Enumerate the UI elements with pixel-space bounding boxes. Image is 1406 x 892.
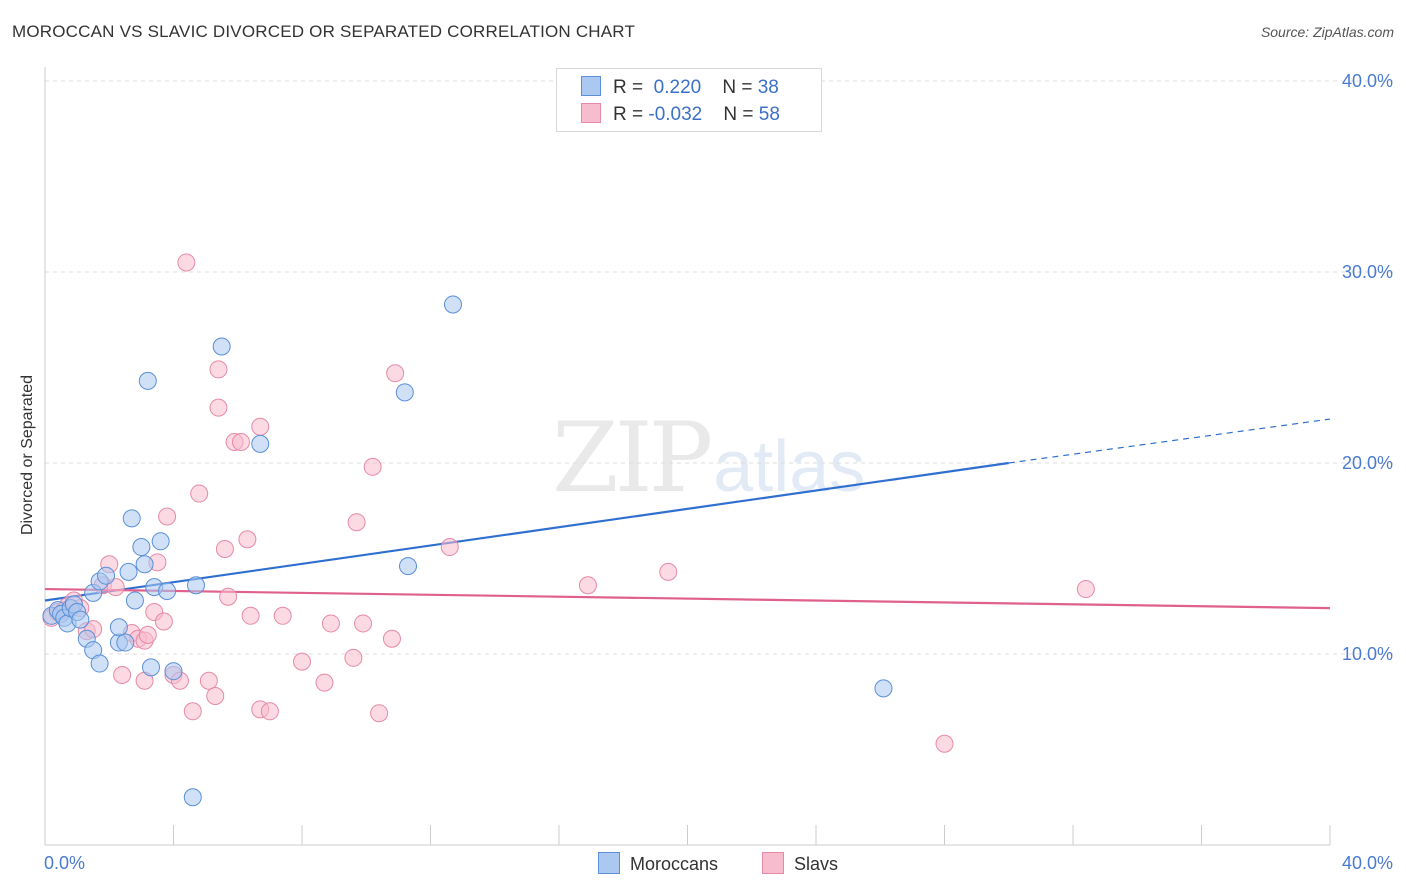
bottom-legend-moroccans: Moroccans bbox=[598, 852, 718, 875]
moroccan-point bbox=[186, 576, 205, 595]
slavs-legend-label: Slavs bbox=[794, 854, 839, 874]
slav-point bbox=[386, 364, 405, 383]
slav-point bbox=[106, 578, 125, 597]
legend-r-value: -0.032 bbox=[648, 104, 703, 125]
slav-point bbox=[241, 606, 260, 625]
chart-title: MOROCCAN VS SLAVIC DIVORCED OR SEPARATED… bbox=[12, 22, 636, 41]
slavs-swatch bbox=[581, 103, 601, 123]
y-tick-label: 10.0% bbox=[1342, 644, 1393, 664]
legend-r-value: 0.220 bbox=[653, 77, 702, 98]
moroccan-point bbox=[119, 562, 138, 581]
slav-point bbox=[370, 704, 389, 723]
moroccan-point bbox=[142, 658, 161, 677]
slav-point bbox=[935, 734, 954, 753]
slav-point bbox=[578, 576, 597, 595]
x-tick-label: 0.0% bbox=[44, 853, 85, 873]
slav-point bbox=[347, 513, 366, 532]
slav-point bbox=[363, 457, 382, 476]
slav-point bbox=[440, 538, 459, 557]
slavs-trend-line bbox=[44, 587, 1331, 610]
watermark-zip: ZIP bbox=[552, 402, 713, 514]
slav-point bbox=[138, 625, 157, 644]
data-points bbox=[42, 253, 1095, 807]
moroccan-point bbox=[138, 371, 157, 390]
legend-n-value: 38 bbox=[757, 77, 779, 98]
moroccan-point bbox=[443, 295, 462, 314]
moroccan-point bbox=[132, 538, 151, 557]
slav-point bbox=[251, 417, 270, 436]
moroccan-point bbox=[122, 509, 141, 528]
legend-n-label: N = bbox=[722, 77, 758, 98]
slav-point bbox=[158, 507, 177, 526]
trend-lines bbox=[44, 418, 1331, 610]
slav-point bbox=[382, 629, 401, 648]
slav-point bbox=[260, 702, 279, 721]
legend-n-value: 58 bbox=[758, 104, 780, 125]
bottom-legend-slavs: Slavs bbox=[762, 852, 838, 875]
slav-point bbox=[190, 484, 209, 503]
slav-point bbox=[177, 253, 196, 272]
y-tick-label: 30.0% bbox=[1342, 262, 1393, 282]
slav-point bbox=[183, 702, 202, 721]
moroccan-point bbox=[212, 337, 231, 356]
legend-row-moroccans: R = 0.220 N = 38 bbox=[581, 76, 779, 100]
slav-point bbox=[206, 687, 225, 706]
slav-point bbox=[231, 432, 250, 451]
slav-point bbox=[344, 648, 363, 667]
legend-r-label: R = bbox=[613, 104, 649, 125]
moroccans-legend-label: Moroccans bbox=[630, 854, 719, 874]
slav-point bbox=[238, 530, 257, 549]
moroccan-point bbox=[71, 610, 90, 629]
x-tick-label: 40.0% bbox=[1342, 853, 1393, 873]
moroccan-point bbox=[395, 383, 414, 402]
slav-point bbox=[215, 539, 234, 558]
moroccans-legend-swatch bbox=[598, 852, 620, 874]
source-label: Source: ZipAtlas.com bbox=[1260, 24, 1394, 40]
moroccan-point bbox=[251, 434, 270, 453]
moroccan-point bbox=[151, 532, 170, 551]
slav-point bbox=[1076, 580, 1095, 599]
slav-point bbox=[209, 360, 228, 379]
moroccans-trend-extension bbox=[1008, 418, 1331, 464]
moroccan-point bbox=[183, 788, 202, 807]
correlation-legend: R = 0.220 N = 38 R = -0.032 N = 58 bbox=[556, 68, 822, 132]
legend-row-slavs: R = -0.032 N = 58 bbox=[581, 103, 780, 127]
slavs-legend-swatch bbox=[762, 852, 784, 874]
legend-n-label: N = bbox=[723, 104, 759, 125]
slav-point bbox=[154, 612, 173, 631]
slav-point bbox=[113, 666, 132, 685]
slav-point bbox=[354, 614, 373, 633]
slav-point bbox=[219, 587, 238, 606]
slav-point bbox=[659, 562, 678, 581]
moroccan-point bbox=[164, 662, 183, 681]
slav-point bbox=[321, 614, 340, 633]
grid-lines bbox=[45, 80, 1393, 655]
slav-point bbox=[315, 673, 334, 692]
moroccans-trend-line bbox=[44, 461, 1009, 602]
slav-point bbox=[209, 398, 228, 417]
moroccan-point bbox=[158, 581, 177, 600]
slav-point bbox=[199, 671, 218, 690]
moroccan-point bbox=[109, 618, 128, 637]
slav-point bbox=[273, 606, 292, 625]
moroccan-point bbox=[116, 633, 135, 652]
y-tick-label: 20.0% bbox=[1342, 453, 1393, 473]
moroccan-point bbox=[90, 654, 109, 673]
slav-point bbox=[293, 652, 311, 671]
moroccan-point bbox=[874, 679, 893, 698]
watermark: ZIPatlas bbox=[552, 402, 865, 514]
moroccan-point bbox=[97, 566, 116, 585]
axes bbox=[44, 67, 1331, 846]
moroccan-point bbox=[135, 555, 154, 574]
tick-labels: 10.0% 20.0% 30.0% 40.0% 0.0% 40.0% bbox=[44, 71, 1393, 873]
y-tick-label: 40.0% bbox=[1342, 71, 1393, 91]
moroccan-point bbox=[399, 557, 418, 576]
legend-r-label: R = bbox=[613, 77, 649, 98]
moroccan-point bbox=[125, 591, 144, 610]
moroccans-swatch bbox=[581, 76, 601, 96]
